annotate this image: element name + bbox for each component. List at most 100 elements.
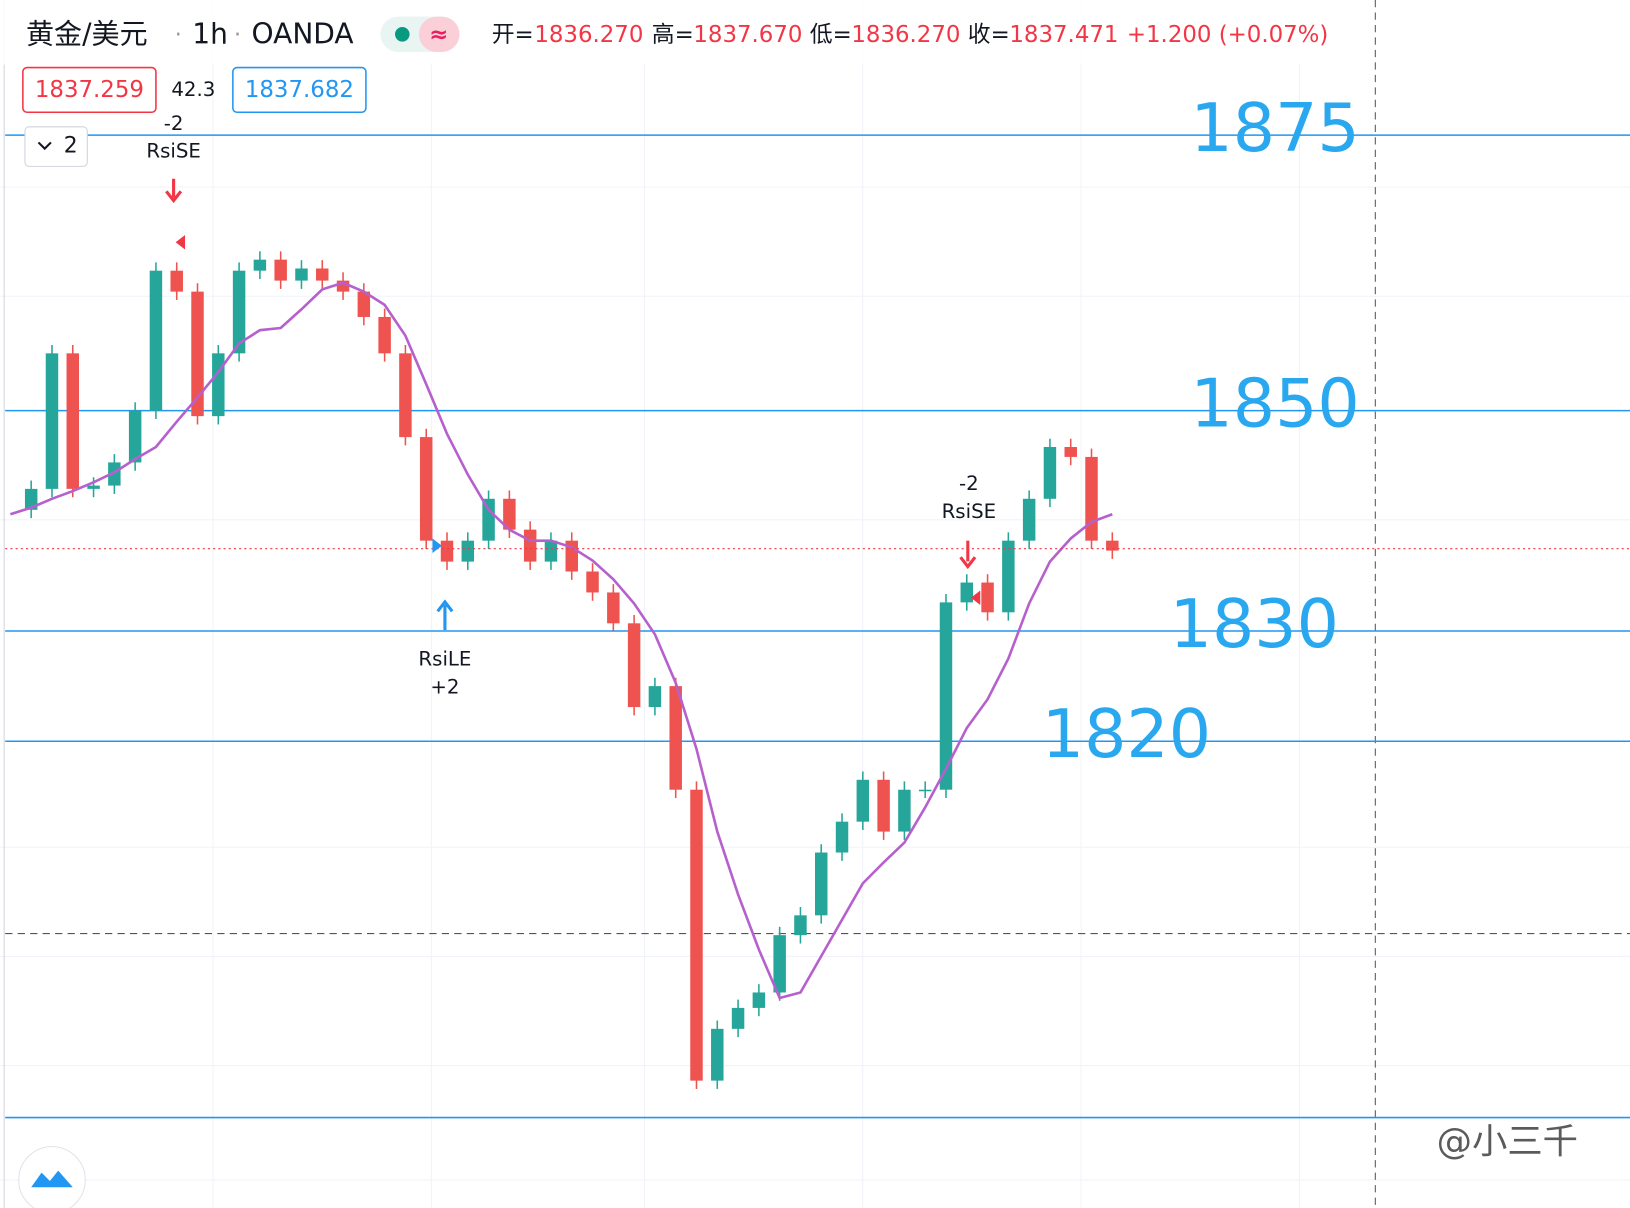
candle (253, 259, 267, 271)
candle (607, 592, 620, 624)
candle (482, 498, 495, 541)
candle (690, 789, 703, 1081)
delay-icon: ≈ (429, 22, 448, 48)
signal-text: RsiSE (146, 139, 201, 162)
spread: 42.3 (171, 78, 215, 101)
logo (31, 1170, 73, 1188)
separator: · (234, 22, 241, 48)
signal-text: -2 (959, 472, 979, 495)
candle (1106, 540, 1119, 551)
candle (191, 291, 204, 417)
candle (669, 686, 682, 790)
candle (1043, 447, 1057, 499)
candle (378, 316, 391, 354)
candle (232, 270, 246, 354)
buy-arrow (436, 599, 454, 630)
candle (108, 462, 121, 486)
collapse-button[interactable] (24, 126, 88, 167)
separator: · (175, 22, 182, 48)
level-label: 1875 (1190, 89, 1359, 167)
candle (898, 789, 911, 832)
candles (24, 251, 1119, 1089)
candle (316, 268, 329, 281)
ohlc-value: 1836.270 (851, 22, 960, 48)
candle (752, 992, 766, 1008)
candle (45, 353, 59, 489)
ohlc-value: 1836.270 (534, 22, 643, 48)
candle (711, 1028, 724, 1081)
ask-price[interactable]: 1837.682 (245, 77, 354, 103)
candle (87, 485, 100, 489)
signal-text: RsiSE (942, 500, 997, 523)
delay-badge[interactable] (418, 16, 460, 52)
candle (794, 915, 807, 936)
ohlc-label: 开= (492, 22, 534, 48)
ohlc-value: 1837.471 (1009, 22, 1118, 48)
level-label: 1830 (1170, 585, 1339, 663)
candle (1064, 447, 1077, 457)
bid-price[interactable]: 1837.259 (35, 77, 144, 103)
levels: 1875 1850 1830 1820 (5, 89, 1630, 773)
candle (461, 540, 475, 562)
candle (274, 259, 287, 281)
market-open-dot (395, 27, 410, 42)
candle (66, 353, 80, 489)
candle (128, 410, 142, 463)
candle (981, 582, 994, 613)
interval: 1h (192, 17, 228, 50)
candle (440, 540, 454, 562)
candle (856, 779, 870, 822)
candle (835, 821, 849, 853)
candle (544, 540, 558, 562)
indicator-count[interactable]: 2 (64, 134, 78, 159)
logo-button[interactable] (18, 1146, 86, 1208)
candle (523, 529, 537, 562)
candle (586, 571, 599, 593)
sell-marker (175, 234, 186, 250)
candle (815, 852, 828, 916)
candle (731, 1007, 745, 1029)
header-bg (0, 0, 1352, 65)
ohlc-value: 1837.670 (693, 22, 802, 48)
candle (773, 935, 786, 993)
ohlc-label: 低= (810, 22, 852, 48)
candle (357, 291, 371, 317)
buy-marker (432, 538, 442, 554)
sell-button[interactable] (22, 66, 157, 114)
candle (419, 437, 433, 541)
candle (1002, 540, 1015, 613)
ohlc-label: 高= (652, 22, 694, 48)
ohlc: 开= 1836.270 高= 1837.670 低= 1836.270 收= 1… (492, 22, 1329, 48)
moving-average (10, 281, 1113, 1000)
candle (336, 280, 350, 292)
candle (627, 623, 641, 708)
candle (212, 353, 225, 417)
candle (1022, 498, 1036, 541)
candle (960, 582, 974, 603)
signal-text: RsiLE (418, 648, 471, 671)
candle (170, 270, 183, 292)
candle (648, 686, 662, 708)
signal-text: -2 (164, 112, 184, 135)
change: +1.200 (+0.07%) (1127, 22, 1328, 48)
source: OANDA (252, 17, 354, 50)
candle (295, 268, 308, 281)
candle (24, 488, 38, 510)
candle (503, 498, 516, 530)
candle (918, 789, 932, 792)
watermark: @小三千 (1437, 1122, 1578, 1163)
buy-button[interactable] (232, 66, 367, 114)
chevron (37, 141, 52, 151)
level-label: 1820 (1042, 695, 1211, 773)
ohlc-label: 收= (968, 22, 1010, 48)
candle (149, 270, 163, 411)
candle (1085, 456, 1098, 541)
sell-marker (970, 590, 981, 606)
candle (877, 779, 890, 832)
sell-arrow (959, 540, 977, 570)
signals: -2 RsiSE RsiLE +2 -2 RsiSE (146, 112, 996, 698)
signal-text: +2 (430, 676, 459, 699)
